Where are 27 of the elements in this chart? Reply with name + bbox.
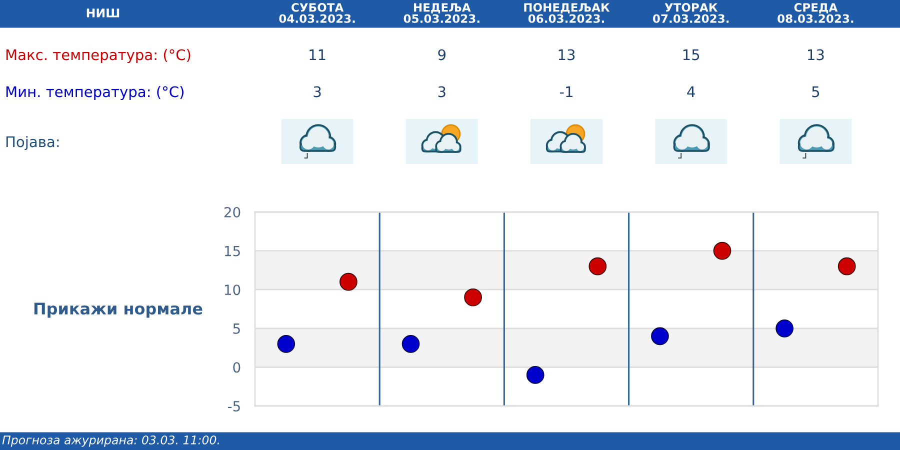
data-label: 13 bbox=[558, 49, 575, 60]
data-label: 4 bbox=[687, 86, 695, 98]
data-label: 9 bbox=[438, 49, 446, 60]
text: ПОНЕДЕЉАК 06.03.2023. bbox=[524, 3, 610, 23]
y-tick-label: 20 bbox=[224, 206, 240, 218]
y-tick-label: -5 bbox=[228, 401, 240, 412]
data-label: 5 bbox=[812, 86, 820, 98]
data-label: 11 bbox=[310, 49, 326, 60]
data-label: 3 bbox=[314, 86, 321, 98]
y-tick-label: 5 bbox=[233, 324, 240, 334]
text: Макс. температура: (°C) bbox=[6, 48, 190, 64]
data-label: -1 bbox=[560, 86, 572, 98]
data-label: 15 bbox=[683, 49, 700, 60]
text: Појава: bbox=[6, 136, 59, 150]
text: УТОРАК 07.03.2023. bbox=[653, 3, 729, 23]
y-tick-label: 15 bbox=[224, 246, 240, 256]
text: НЕДЕЉА 05.03.2023. bbox=[404, 3, 480, 23]
y-tick-label: 10 bbox=[224, 284, 240, 296]
text: Прогноза ажурирана: 03.03. 11:00. bbox=[2, 435, 219, 447]
data-label: 13 bbox=[808, 49, 824, 60]
text: Мин. температура: (°C) bbox=[6, 86, 184, 100]
data-label: 3 bbox=[438, 86, 446, 98]
text: Прикажи нормале bbox=[34, 302, 202, 318]
text: СРЕДА 08.03.2023. bbox=[778, 3, 854, 23]
text: НИШ bbox=[86, 8, 120, 18]
text: СУБОТА 04.03.2023. bbox=[279, 3, 355, 23]
y-tick-label: 0 bbox=[233, 362, 240, 373]
